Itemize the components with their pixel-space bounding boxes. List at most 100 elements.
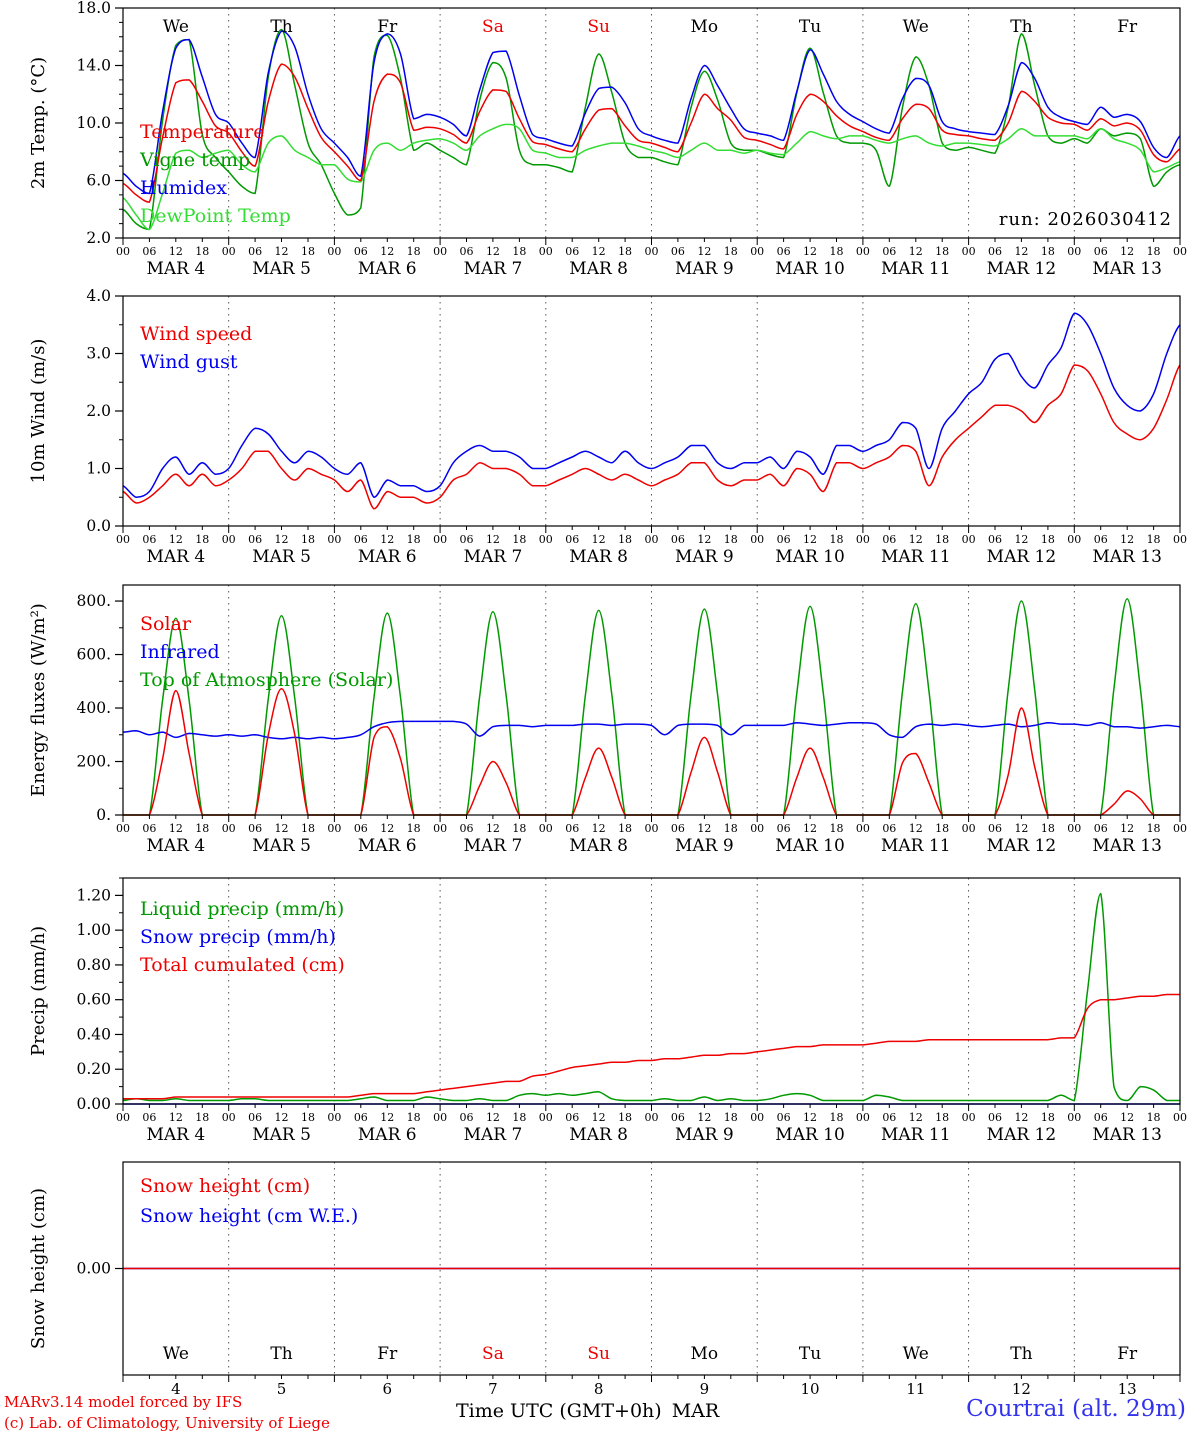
hour-tick-label: 00: [750, 1111, 764, 1124]
series-line-infrared: [122, 720, 1181, 740]
hour-tick-label: 18: [935, 533, 949, 546]
y-tick-label: 0.80: [76, 956, 111, 974]
date-label: MAR 12: [987, 836, 1057, 856]
hour-tick-label: 18: [1041, 1111, 1055, 1124]
date-label: MAR 11: [881, 259, 951, 279]
y-tick-label: 2.0: [86, 402, 111, 420]
hour-tick-label: 18: [407, 1111, 421, 1124]
hour-tick-label: 00: [1067, 533, 1081, 546]
hour-tick-label: 00: [222, 533, 236, 546]
time-axis-caption: Time UTC (GMT+0h) MAR: [456, 1400, 719, 1422]
y-axis-title: 2m Temp. (°C): [28, 57, 49, 189]
legend-wind-speed: Wind speed: [140, 323, 252, 345]
legend-liquid-precip-mm-h-: Liquid precip (mm/h): [140, 898, 344, 920]
date-label: MAR 10: [775, 259, 845, 279]
hour-tick-label: 00: [856, 1111, 870, 1124]
day-gridlines: [228, 878, 1075, 1104]
date-label: MAR 5: [252, 259, 311, 279]
hour-tick-label: 12: [592, 1111, 606, 1124]
y-tick-label: 14.0: [76, 57, 111, 75]
hour-tick-label: 18: [829, 1111, 843, 1124]
day-name-label: Tu: [799, 1344, 821, 1364]
hour-tick-label: 00: [222, 245, 236, 258]
hour-tick-label: 12: [803, 822, 817, 835]
hour-tick-label: 00: [1067, 245, 1081, 258]
credit-line-2: (c) Lab. of Climatology, University of L…: [4, 1414, 330, 1432]
station-label: Courtrai (alt. 29m): [966, 1396, 1186, 1422]
hour-tick-label: 18: [829, 533, 843, 546]
hour-tick-label: 06: [1094, 533, 1108, 546]
hour-tick-label: 12: [803, 533, 817, 546]
month-label: MAR: [671, 1400, 720, 1422]
date-label: MAR 6: [358, 259, 417, 279]
y-tick-label: 0.60: [76, 991, 111, 1009]
day-name-label: Fr: [1117, 1344, 1138, 1364]
hour-tick-label: 12: [1120, 245, 1134, 258]
hour-tick-label: 00: [116, 1111, 130, 1124]
hour-tick-label: 00: [116, 533, 130, 546]
day-name-label: Mo: [691, 1344, 719, 1364]
hour-tick-label: 12: [486, 533, 500, 546]
legend-vigne-temp: Vigne temp: [139, 149, 250, 171]
y-axis-title: Energy fluxes (W/m²): [28, 603, 49, 797]
legend-dewpoint-temp: DewPoint Temp: [140, 205, 291, 227]
hour-tick-label: 06: [882, 822, 896, 835]
day-name-label: Th: [1010, 17, 1032, 37]
y-axis-title: 10m Wind (m/s): [28, 339, 49, 484]
legend-infrared: Infrared: [140, 641, 220, 663]
hour-tick-label: 00: [1067, 1111, 1081, 1124]
bottom-day-names: We 4 Th 5 Fr 6 Sa 7 Su 8 Mo 9 Tu 10 We 11 Th 12 Fr 13: [163, 1344, 1138, 1398]
hour-tick-label: 00: [327, 245, 341, 258]
y-axis: 0.00: [76, 1260, 123, 1278]
hour-tick-label: 12: [592, 822, 606, 835]
series-line-wind-speed: [122, 364, 1181, 510]
hour-tick-label: 12: [486, 245, 500, 258]
legend-snow-height-cm-: Snow height (cm): [140, 1175, 310, 1197]
hour-tick-label: 18: [1041, 245, 1055, 258]
date-label: MAR 8: [569, 1125, 628, 1145]
date-label: MAR 13: [1092, 836, 1162, 856]
hour-tick-label: 18: [935, 822, 949, 835]
legend-solar: Solar: [140, 613, 192, 635]
hour-tick-label: 00: [539, 1111, 553, 1124]
y-tick-label: 1.0: [86, 460, 111, 478]
hour-tick-label: 06: [460, 533, 474, 546]
hour-tick-label: 12: [1014, 533, 1028, 546]
date-label: MAR 5: [252, 836, 311, 856]
hour-tick-label: 00: [433, 245, 447, 258]
day-number-label: 4: [171, 1380, 181, 1398]
hour-tick-label: 12: [1014, 245, 1028, 258]
y-tick-label: 800.: [76, 592, 111, 610]
hour-tick-label: 18: [301, 533, 315, 546]
hour-tick-label: 18: [195, 245, 209, 258]
day-name-label: Su: [587, 17, 610, 37]
x-axis: [122, 1375, 1181, 1382]
date-label: MAR 13: [1092, 547, 1162, 567]
hour-tick-label: 00: [539, 245, 553, 258]
hour-tick-label: 06: [248, 533, 262, 546]
y-tick-label: 0.00: [76, 1260, 111, 1278]
hour-tick-label: 00: [645, 245, 659, 258]
precip-panel: 0.00 0.20 0.40 0.60 0.80 1.00 1.20 Precip (mm/h…: [28, 877, 1187, 1145]
legend: Temperature Vigne temp Humidex DewPoint Tem…: [139, 121, 291, 227]
hour-tick-label: 00: [645, 533, 659, 546]
date-label: MAR 11: [881, 836, 951, 856]
hour-tick-label: 18: [1147, 245, 1161, 258]
day-number-label: 8: [594, 1380, 604, 1398]
hour-tick-label: 12: [592, 245, 606, 258]
series-lines: [122, 28, 1181, 231]
day-name-label: Th: [1010, 1344, 1032, 1364]
hour-tick-label: 00: [1173, 1111, 1187, 1124]
legend-wind-gust: Wind gust: [140, 351, 238, 373]
hour-tick-label: 12: [909, 533, 923, 546]
hour-tick-label: 12: [275, 822, 289, 835]
hour-tick-label: 18: [618, 1111, 632, 1124]
energy-flux-panel: 0. 200. 400. 600. 800. Energy fluxes (W/m²) 00…: [28, 584, 1187, 856]
hour-tick-label: 18: [829, 822, 843, 835]
hour-tick-label: 18: [1041, 822, 1055, 835]
series-lines: [122, 598, 1181, 816]
temperature-panel: 2.06.010.014.018.02m Temp. (°C)00 06 12 18M…: [28, 0, 1187, 279]
hour-tick-label: 06: [671, 1111, 685, 1124]
hour-tick-label: 00: [1173, 533, 1187, 546]
